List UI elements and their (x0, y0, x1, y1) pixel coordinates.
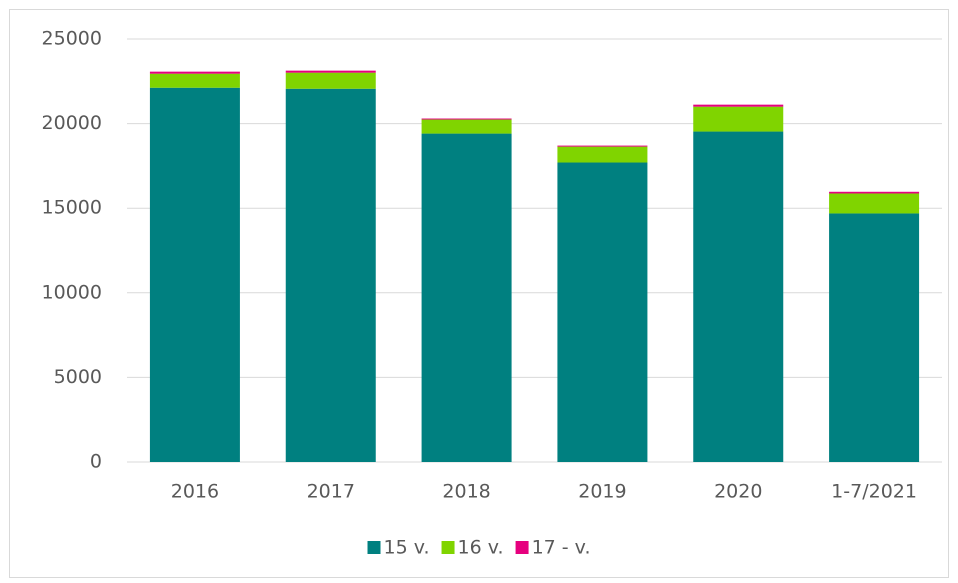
bar-segment (557, 146, 648, 163)
bar-segment (829, 191, 920, 194)
legend-swatch (515, 541, 529, 554)
y-tick-label: 25000 (42, 28, 102, 50)
bar-segment (149, 87, 240, 462)
x-tick-label: 2017 (307, 481, 355, 503)
bar-segment (149, 71, 240, 74)
y-tick-label: 20000 (42, 112, 102, 134)
bar-segment (557, 145, 648, 147)
bar-segment (693, 106, 784, 132)
bar-segment (285, 70, 376, 73)
x-tick-label: 2020 (714, 481, 762, 503)
x-tick-label: 2016 (171, 481, 219, 503)
x-tick-label: 2019 (578, 481, 626, 503)
y-tick-label: 15000 (42, 197, 102, 219)
bar-segment (285, 88, 376, 462)
bar-segment (693, 104, 784, 107)
legend-label: 17 - v. (532, 537, 591, 559)
legend-swatch (441, 541, 455, 554)
y-tick-label: 0 (90, 451, 102, 473)
bar-segment (829, 213, 920, 462)
x-tick-label: 2018 (442, 481, 490, 503)
x-tick-label: 1-7/2021 (831, 481, 917, 503)
bar-segment (421, 119, 512, 134)
bar-segment (829, 193, 920, 214)
y-tick-label: 10000 (42, 281, 102, 303)
bar-segment (557, 162, 648, 463)
bar-segment (421, 133, 512, 462)
legend-swatch (367, 541, 381, 554)
bar-segment (421, 118, 512, 120)
y-tick-label: 5000 (54, 366, 102, 388)
legend-label: 15 v. (384, 537, 430, 559)
bar-segment (149, 73, 240, 88)
bar-segment (285, 72, 376, 89)
bar-segment (693, 131, 784, 462)
legend-label: 16 v. (458, 537, 504, 559)
